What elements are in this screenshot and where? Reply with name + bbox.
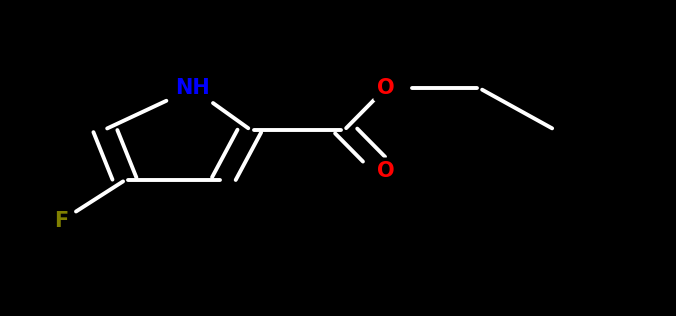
Text: F: F bbox=[53, 211, 68, 231]
Text: O: O bbox=[377, 78, 394, 99]
Text: NH: NH bbox=[175, 78, 210, 99]
Text: O: O bbox=[377, 161, 394, 181]
